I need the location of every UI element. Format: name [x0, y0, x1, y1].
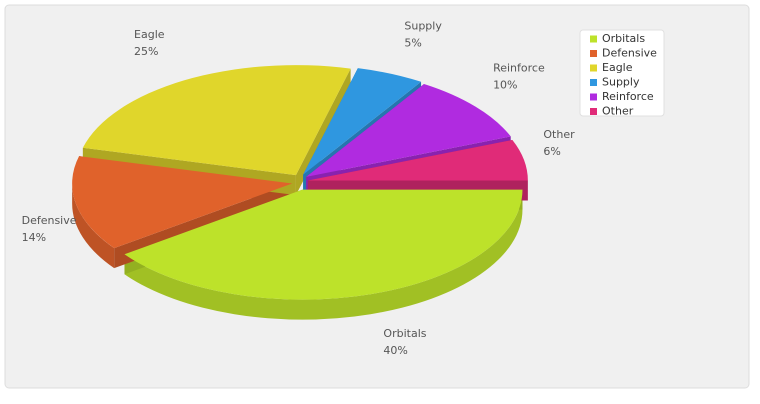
- legend-label: Orbitals: [602, 32, 645, 45]
- legend-label: Other: [602, 105, 634, 118]
- legend-label: Defensive: [602, 47, 657, 60]
- legend-swatch: [590, 64, 597, 72]
- label-value: 5%: [404, 37, 421, 50]
- slice: [306, 84, 511, 177]
- slice: [82, 65, 351, 176]
- label-value: 40%: [383, 344, 407, 357]
- label-value: 10%: [493, 78, 517, 91]
- label-name: Eagle: [134, 28, 165, 41]
- legend-label: Eagle: [602, 61, 633, 74]
- label-name: Other: [543, 128, 575, 141]
- legend-swatch: [590, 93, 597, 101]
- slice-side: [72, 183, 115, 269]
- slice: [303, 68, 422, 175]
- legend-swatch: [590, 35, 597, 43]
- label-name: Orbitals: [383, 327, 426, 340]
- slice-side: [124, 189, 523, 320]
- legend-swatch: [590, 108, 597, 115]
- slice: [72, 156, 293, 249]
- label-value: 25%: [134, 45, 158, 58]
- legend-label: Reinforce: [602, 90, 654, 103]
- legend-swatch: [590, 50, 597, 57]
- legend-label: Supply: [602, 76, 640, 89]
- label-value: 14%: [22, 231, 46, 244]
- legend-box: [579, 29, 665, 117]
- label-name: Reinforce: [493, 61, 545, 74]
- label-name: Defensive: [22, 214, 77, 227]
- label-name: Supply: [404, 20, 442, 33]
- pie-tops: [72, 65, 528, 300]
- label-value: 6%: [543, 145, 560, 158]
- slice: [307, 140, 528, 181]
- legend-swatch: [590, 79, 597, 86]
- slice: [124, 189, 523, 300]
- labels: Orbitals 40% Defensive 14% Eagle 25% Supply 5% R…: [22, 20, 575, 358]
